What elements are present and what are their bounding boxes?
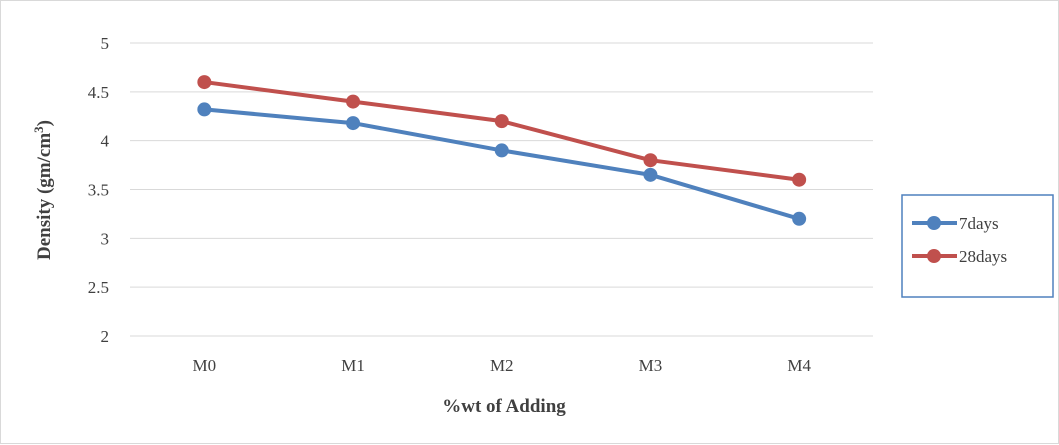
data-point-7days-M1 <box>346 116 361 131</box>
y-tick-labels: 2 2.5 3 3.5 4 4.5 5 <box>88 34 110 346</box>
y-axis-title-main: Density (gm/cm <box>34 133 55 260</box>
x-tick-label-4: M4 <box>787 356 811 375</box>
data-point-7days-M2 <box>494 143 509 158</box>
y-tick-label-2: 3 <box>101 229 110 248</box>
y-axis-title-close: ) <box>34 120 55 126</box>
data-point-28days-M2 <box>494 114 509 129</box>
x-tick-label-1: M1 <box>341 356 365 375</box>
y-tick-label-0: 2 <box>101 327 110 346</box>
data-point-7days-M0 <box>197 102 212 117</box>
series-lines <box>197 75 807 226</box>
x-tick-labels: M0 M1 M2 M3 M4 <box>193 356 812 375</box>
legend-label-28days: 28days <box>959 247 1007 266</box>
legend: 7days 28days <box>901 194 1054 298</box>
legend-box <box>901 194 1054 298</box>
data-point-7days-M4 <box>792 211 807 226</box>
legend-marker-28days <box>927 249 941 263</box>
data-point-28days-M3 <box>643 153 658 168</box>
data-point-28days-M1 <box>346 94 361 109</box>
legend-label-7days: 7days <box>959 214 999 233</box>
x-axis-title: %wt of Adding <box>442 396 566 417</box>
x-tick-label-0: M0 <box>193 356 217 375</box>
y-axis-title-superscript: 3 <box>31 126 46 133</box>
series-line-28days <box>202 80 802 182</box>
data-point-7days-M3 <box>643 167 658 182</box>
y-tick-label-6: 5 <box>101 34 110 53</box>
legend-marker-7days <box>927 216 941 230</box>
y-tick-label-5: 4.5 <box>88 83 109 102</box>
x-tick-label-3: M3 <box>639 356 663 375</box>
legend-items: 7days 28days <box>912 214 1007 266</box>
data-point-28days-M4 <box>792 172 807 187</box>
y-tick-label-4: 4 <box>101 132 110 151</box>
x-tick-label-2: M2 <box>490 356 514 375</box>
y-tick-label-3: 3.5 <box>88 181 109 200</box>
y-axis-title: Density (gm/cm3) <box>31 120 55 260</box>
gridlines <box>130 42 873 337</box>
y-tick-label-1: 2.5 <box>88 278 109 297</box>
data-point-28days-M0 <box>197 75 212 90</box>
